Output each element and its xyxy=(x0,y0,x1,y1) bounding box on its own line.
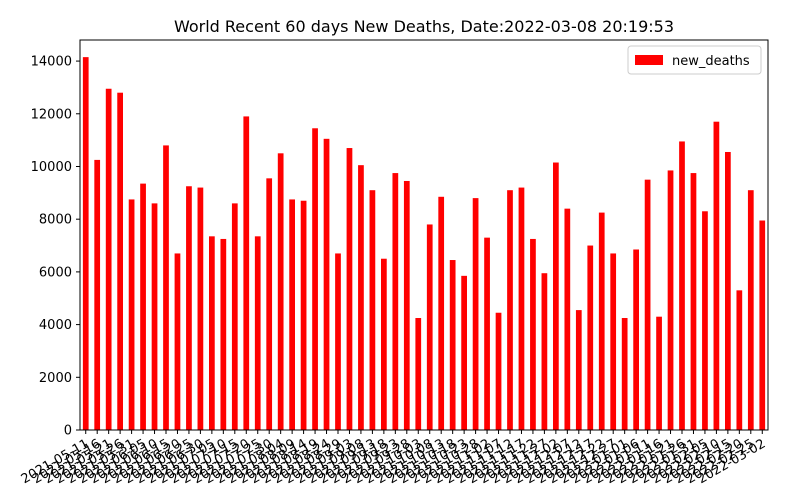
y-tick-label: 2000 xyxy=(39,371,72,386)
bar-2021-12-07 xyxy=(564,208,571,430)
bar-2021-05-26 xyxy=(117,92,123,430)
bar-2021-08-19 xyxy=(312,128,318,430)
bar-2021-08-24 xyxy=(323,138,330,430)
bar-2022-02-10 xyxy=(713,121,720,430)
bar-2021-07-25 xyxy=(254,236,261,430)
y-tick-label: 10000 xyxy=(31,160,72,175)
bar-2021-10-28 xyxy=(472,198,479,430)
bar-2021-05-11 xyxy=(82,57,89,430)
bar-2021-06-25 xyxy=(186,186,192,430)
y-axis-ticks: 0 2000 4000 6000 8000 10000 12000 14000 xyxy=(31,55,80,439)
bar-2021-10-03 xyxy=(415,318,422,430)
bar-2021-11-02 xyxy=(484,237,490,430)
bar-2021-10-23 xyxy=(461,275,467,430)
legend: new_deaths xyxy=(627,45,762,75)
bar-2022-01-31 xyxy=(690,173,697,430)
bar-2021-06-10 xyxy=(151,203,158,430)
y-tick-label: 14000 xyxy=(31,55,72,70)
bars-group xyxy=(82,57,766,431)
bar-2021-11-12 xyxy=(507,190,513,430)
y-tick-label: 4000 xyxy=(39,318,72,333)
bar-2021-07-20 xyxy=(243,116,250,431)
bar-2021-12-02 xyxy=(553,162,559,430)
bar-2021-06-05 xyxy=(140,183,146,430)
legend-swatch xyxy=(635,55,663,65)
bar-2021-08-29 xyxy=(335,253,341,430)
legend-box xyxy=(627,45,762,75)
bar-2021-09-03 xyxy=(346,148,353,431)
bar-2021-10-13 xyxy=(438,196,445,430)
bar-2021-12-17 xyxy=(587,245,594,430)
bar-2021-07-15 xyxy=(231,203,238,430)
bar-2021-11-22 xyxy=(530,238,536,430)
bar-2021-09-13 xyxy=(369,190,376,430)
bar-2021-07-05 xyxy=(209,236,215,430)
bar-2021-06-30 xyxy=(197,187,204,430)
bar-2021-06-20 xyxy=(174,253,181,430)
bar-2021-07-30 xyxy=(266,178,273,430)
plot-frame xyxy=(79,39,769,431)
x-axis-ticks: 2021-05-112021-05-162021-05-212021-05-26… xyxy=(19,430,768,487)
bar-2021-11-07 xyxy=(495,312,502,430)
bar-2022-01-26 xyxy=(679,141,685,430)
bar-2022-03-02 xyxy=(759,220,766,430)
bar-2021-10-18 xyxy=(449,260,456,430)
bar-2022-01-21 xyxy=(667,170,674,430)
bar-2021-09-08 xyxy=(358,165,364,431)
bar-2021-09-18 xyxy=(381,258,387,430)
bar-2021-09-23 xyxy=(392,173,399,430)
y-tick-label: 6000 xyxy=(39,265,72,280)
bar-2021-11-27 xyxy=(541,273,548,430)
bar-2022-02-05 xyxy=(702,211,708,430)
bar-2021-10-08 xyxy=(426,224,433,430)
bar-2022-02-25 xyxy=(747,190,754,430)
bar-2022-01-01 xyxy=(621,318,628,430)
bar-2021-09-28 xyxy=(403,180,410,430)
bar-2021-12-12 xyxy=(575,310,582,430)
bar-2021-08-09 xyxy=(289,199,295,430)
bar-2021-12-27 xyxy=(610,253,617,430)
bar-2022-01-11 xyxy=(644,179,651,430)
bar-2021-11-17 xyxy=(518,187,525,430)
bar-2021-12-22 xyxy=(598,212,605,430)
bar-2021-05-21 xyxy=(105,88,112,430)
bar-2022-02-20 xyxy=(736,290,743,430)
bar-2022-01-06 xyxy=(633,249,639,430)
y-tick-label: 0 xyxy=(64,424,72,439)
bar-2022-02-15 xyxy=(725,151,731,431)
chart-title: World Recent 60 days New Deaths, Date:20… xyxy=(174,17,674,36)
legend-label: new_deaths xyxy=(672,54,750,69)
bar-2021-08-04 xyxy=(277,153,284,430)
y-tick-label: 12000 xyxy=(31,107,72,122)
y-tick-label: 8000 xyxy=(39,213,72,228)
bar-2021-08-14 xyxy=(300,200,307,430)
bar-2021-05-31 xyxy=(128,199,135,430)
bar-2022-01-16 xyxy=(656,316,662,430)
bar-2021-07-10 xyxy=(220,238,227,430)
bar-2021-05-16 xyxy=(94,159,101,430)
bar-2021-06-15 xyxy=(163,145,169,430)
